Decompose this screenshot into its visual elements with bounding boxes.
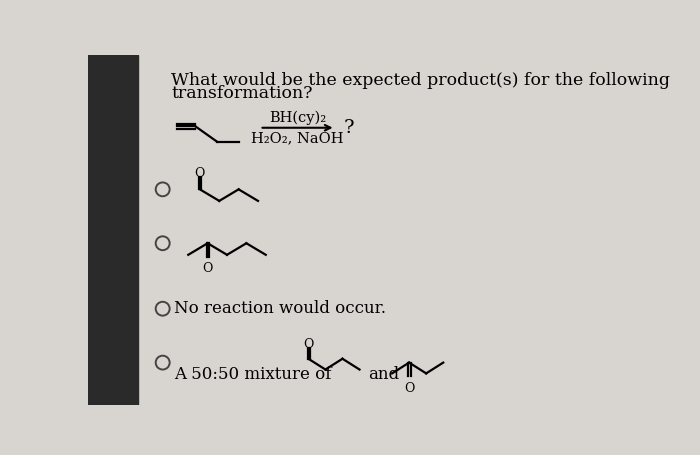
- Text: What would be the expected product(s) for the following: What would be the expected product(s) fo…: [172, 71, 670, 89]
- Text: O: O: [303, 339, 314, 351]
- Text: and: and: [368, 366, 399, 383]
- Text: O: O: [202, 263, 213, 275]
- Bar: [88, 55, 138, 405]
- Text: ?: ?: [343, 119, 354, 137]
- Text: A 50:50 mixture of: A 50:50 mixture of: [174, 366, 332, 383]
- Text: H₂O₂, NaOH: H₂O₂, NaOH: [251, 131, 344, 146]
- Text: O: O: [404, 382, 414, 395]
- Text: BH(cy)₂: BH(cy)₂: [269, 111, 326, 126]
- Text: transformation?: transformation?: [172, 86, 313, 102]
- Text: O: O: [195, 167, 205, 181]
- Text: No reaction would occur.: No reaction would occur.: [174, 300, 386, 317]
